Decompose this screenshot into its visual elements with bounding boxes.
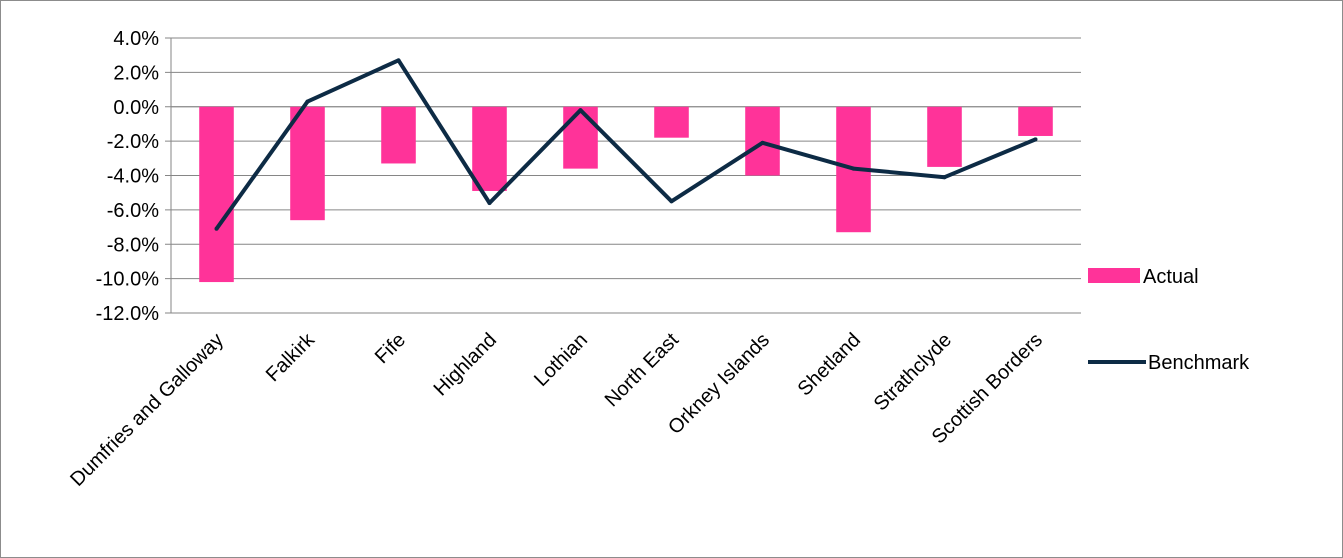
- y-tick-label: -10.0%: [96, 269, 160, 291]
- y-tick-label: -4.0%: [107, 166, 159, 188]
- benchmark-point: [851, 166, 856, 171]
- benchmark-point: [760, 140, 765, 145]
- x-tick-label: Lothian: [530, 329, 592, 391]
- bar-actual: [927, 106, 962, 167]
- bar-actual: [290, 106, 325, 221]
- benchmark-series-line: [214, 58, 1037, 230]
- bar-actual: [199, 106, 234, 283]
- y-tick-label: 4.0%: [113, 28, 159, 50]
- bar-actual: [563, 106, 598, 169]
- legend: Actual Benchmark: [1088, 266, 1250, 374]
- benchmark-point: [305, 99, 310, 104]
- x-tick-label: Fife: [371, 329, 410, 368]
- benchmark-point: [396, 58, 401, 63]
- x-tick-label: Strathclyde: [870, 329, 956, 415]
- legend-label-actual: Actual: [1143, 266, 1199, 288]
- y-tick-label: -12.0%: [96, 303, 160, 325]
- legend-label-benchmark: Benchmark: [1148, 352, 1250, 374]
- actual-bars: [199, 106, 1053, 283]
- bar-actual: [381, 106, 416, 164]
- y-tick-label: 0.0%: [113, 97, 159, 119]
- x-tick-label: North East: [601, 329, 684, 412]
- benchmark-point: [214, 226, 219, 231]
- legend-swatch-actual: [1088, 268, 1140, 283]
- benchmark-point: [487, 201, 492, 205]
- benchmark-point: [1033, 137, 1038, 142]
- x-axis-tick-labels: Dumfries and Galloway Falkirk Fife Highland…: [66, 328, 1047, 490]
- bar-actual: [654, 106, 689, 138]
- x-tick-label: Falkirk: [262, 328, 320, 386]
- benchmark-line: [214, 58, 1038, 231]
- y-tick-label: 2.0%: [113, 62, 159, 84]
- x-tick-label: Shetland: [794, 329, 865, 400]
- bar-actual: [472, 106, 507, 191]
- y-tick-label: -2.0%: [107, 131, 159, 153]
- x-tick-label: Highland: [430, 329, 501, 400]
- x-tick-label: Dumfries and Galloway: [66, 329, 228, 491]
- benchmark-point: [942, 175, 947, 180]
- y-tick-label: -8.0%: [107, 234, 159, 256]
- y-axis-tick-labels: 4.0% 2.0% 0.0% -2.0% -4.0% -6.0% -8.0% -10.0% -1…: [96, 28, 160, 325]
- y-tick-label: -6.0%: [107, 200, 159, 222]
- benchmark-point: [578, 108, 583, 113]
- bar-actual: [1018, 106, 1053, 136]
- benchmark-point: [669, 199, 674, 204]
